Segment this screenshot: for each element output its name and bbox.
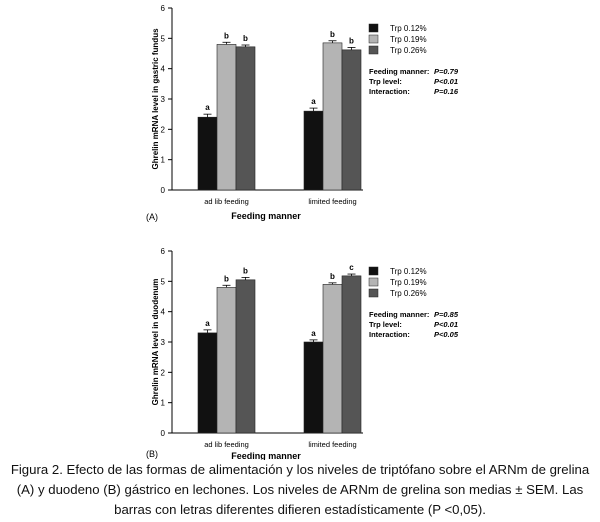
panel-b-legend-label: Trp 0.12% [390,267,427,276]
panel-b-y-tick-label: 0 [161,429,166,438]
panel-a-stats-label: Trp level: [369,77,402,86]
panel-a-bar-limited-s1 [303,110,324,191]
panel-b-bar-limited-s3 [341,275,362,434]
panel-a-x-tick-label: ad lib feeding [204,197,249,206]
panel-b-y-tick-label: 3 [161,338,166,347]
panel-a-legend-swatch [368,45,379,55]
panel-b-legend-swatch [368,277,379,287]
panel-a-stats-value: P=0.79 [434,67,459,76]
panel-a-x-tick-label: limited feeding [308,197,356,206]
panel-a-y-tick-label: 1 [161,156,166,165]
panel-a-stats-value: P=0.16 [434,87,459,96]
panel-b-y-tick-label: 5 [161,277,166,286]
panel-a-y-tick-label: 6 [161,4,166,13]
panel-b-legend-swatch [368,288,379,298]
figure-caption: Figura 2. Efecto de las formas de alimen… [10,462,590,517]
panel-a-panel-label: (A) [146,212,158,222]
panel-a-legend-label: Trp 0.12% [390,24,427,33]
panel-a-legend-swatch [368,34,379,44]
panel-b-x-axis-label: Feeding manner [231,451,301,460]
panel-a-significance-letter: b [349,36,354,45]
panel-b-bar-adlib-s2 [216,287,237,434]
panel-a-bar-limited-s2 [322,42,343,191]
panel-b-significance-letter: c [349,263,354,272]
panel-a-bar-limited-s3 [341,49,362,191]
panel-a-significance-letter: b [224,31,229,40]
panel-a-significance-letter: b [243,34,248,43]
panel-b-panel-label: (B) [146,449,158,459]
panel-b-legend-label: Trp 0.26% [390,289,427,298]
panel-b-x-tick-label: limited feeding [308,440,356,449]
panel-a-stats-label: Interaction: [369,87,410,96]
panel-b-bar-limited-s1 [303,341,324,434]
panel-a-legend-swatch [368,23,379,33]
panel-b-stats-value: P<0.05 [434,330,459,339]
panel-b-stats-value: P<0.01 [434,320,458,329]
panel-b-significance-letter: a [205,319,210,328]
panel-b-significance-letter: b [330,272,335,281]
panel-b-legend-label: Trp 0.19% [390,278,427,287]
panel-a-bar-adlib-s2 [216,44,237,191]
panel-a-y-tick-label: 2 [161,125,166,134]
panel-a-significance-letter: a [205,103,210,112]
panel-a-x-axis-label: Feeding manner [231,211,301,221]
panel-a-y-tick-label: 3 [161,95,166,104]
panel-a-legend-label: Trp 0.19% [390,35,427,44]
panel-b-significance-letter: a [311,329,316,338]
panel-a-legend-label: Trp 0.26% [390,46,427,55]
panel-a-bar-adlib-s1 [197,116,218,191]
figure-canvas: 0 1 2 3 4 5 6 Ghrelin mRNA level in gastric fun… [146,4,459,460]
panel-b-x-tick-label: ad lib feeding [204,440,249,449]
panel-b-stats-label: Feeding manner: [369,310,429,319]
panel-a-significance-letter: b [330,30,335,39]
panel-a-y-axis-label: Ghrelin mRNA level in gastric fundus [151,28,160,170]
panel-a-y-tick-label: 5 [161,34,166,43]
panel-a-y-tick-label: 0 [161,186,166,195]
panel-b-y-tick-label: 4 [161,308,166,317]
panel-b-legend-swatch [368,266,379,276]
panel-b-significance-letter: b [243,266,248,275]
panel-a-stats-label: Feeding manner: [369,67,429,76]
panel-a-significance-letter: a [311,97,316,106]
panel-b-y-axis-label: Ghrelin mRNA level in duodenum [151,279,160,406]
panel-b-stats-label: Interaction: [369,330,410,339]
panel-b-y-tick-label: 1 [161,399,166,408]
panel-b-stats-value: P=0.85 [434,310,459,319]
panel-b-stats-label: Trp level: [369,320,402,329]
panel-b-bar-adlib-s3 [235,279,256,434]
panel-a-y-tick-label: 4 [161,65,166,74]
panel-b-y-tick-label: 6 [161,247,166,256]
panel-b-significance-letter: b [224,274,229,283]
panel-b-y-tick-label: 2 [161,368,166,377]
panel-a-stats-value: P<0.01 [434,77,458,86]
panel-b-bar-limited-s2 [322,284,343,434]
panel-a-bar-adlib-s3 [235,46,256,191]
panel-b-bar-adlib-s1 [197,332,218,434]
